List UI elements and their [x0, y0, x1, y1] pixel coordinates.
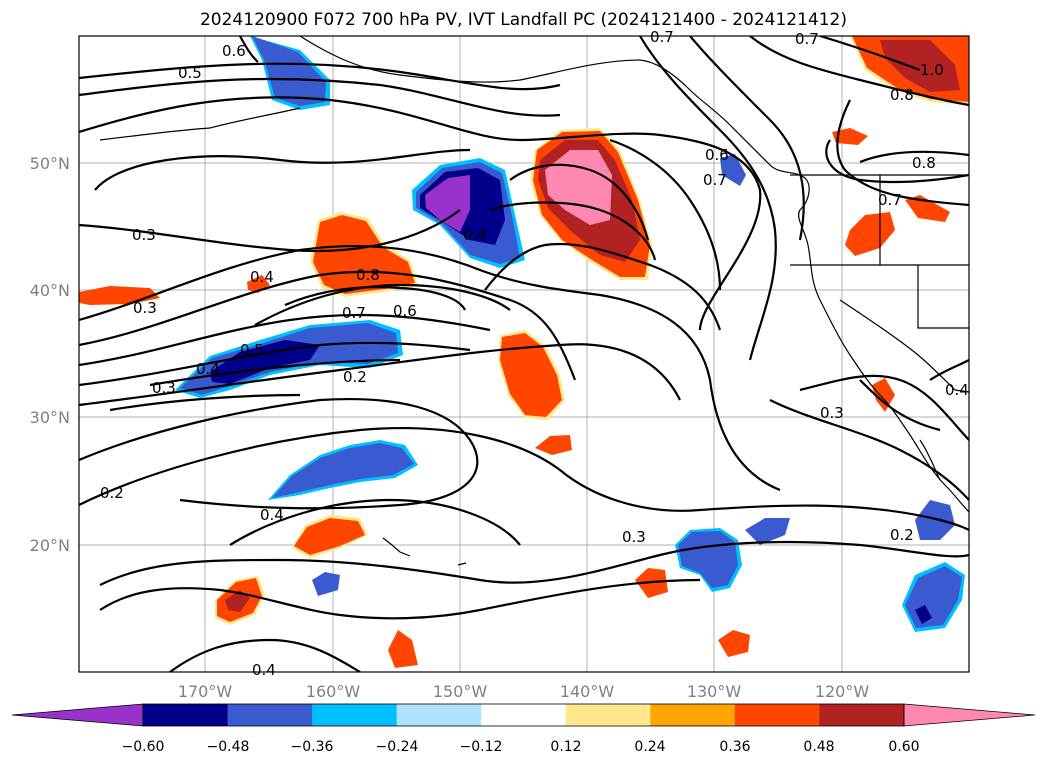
contour-label: 0.7: [650, 28, 674, 46]
lon-label: 160°W: [306, 682, 361, 701]
contour-label: 0.3: [152, 379, 176, 397]
colorbar-tick-label: 0.12: [550, 739, 581, 755]
plot-frame: [78, 35, 970, 673]
contour-label: 0.2: [343, 368, 367, 386]
contour-label: 0.7: [342, 304, 366, 322]
contour-label: 0.3: [133, 299, 157, 317]
colorbar-tick-label: 0.60: [888, 739, 919, 755]
contour-labels: 0.6 0.5 0.3 0.4 0.3 0.8 0.7 0.6 0.5 0.4 …: [100, 28, 969, 679]
contour-label: 0.2: [890, 526, 914, 544]
colorbar-tick-label: −0.36: [291, 739, 334, 755]
colorbar-segment: [312, 704, 398, 726]
lat-label: 20°N: [30, 536, 70, 555]
colorbar-tick-label: 0.48: [803, 739, 834, 755]
longitude-labels: 170°W 160°W 150°W 140°W 130°W 120°W: [178, 682, 870, 701]
colorbar-ticks: −0.60 −0.48 −0.36 −0.24 −0.12 0.12 0.24 …: [122, 739, 920, 755]
colorbar-tick-label: 0.24: [634, 739, 665, 755]
contour-label: 0.3: [820, 404, 844, 422]
colorbar-tick-label: 0.36: [719, 739, 750, 755]
lon-label: 120°W: [815, 682, 870, 701]
latitude-labels: 50°N 40°N 30°N 20°N: [30, 154, 70, 555]
colorbar-segment: [734, 704, 820, 726]
contour-label: 0.8: [356, 266, 380, 284]
colorbar: [11, 703, 1036, 727]
contour-label: 0.4: [250, 268, 274, 286]
colorbar-tick-label: −0.12: [460, 739, 503, 755]
lon-label: 130°W: [687, 682, 742, 701]
gridlines: [79, 36, 969, 672]
contour-label: 0.4: [260, 506, 284, 524]
colorbar-segment: [227, 704, 313, 726]
coastlines: [99, 36, 969, 566]
contour-label: 0.8: [890, 86, 914, 104]
pv-contours: [79, 36, 969, 672]
lon-label: 170°W: [178, 682, 233, 701]
contour-label: 0.7: [795, 30, 819, 48]
colorbar-extend-max: [903, 703, 1036, 727]
contour-label: 0.5: [178, 64, 202, 82]
lat-label: 50°N: [30, 154, 70, 173]
colorbar-segment: [481, 704, 567, 726]
lon-label: 150°W: [433, 682, 488, 701]
colorbar-segment: [650, 704, 736, 726]
contour-label: 0.4: [252, 661, 276, 679]
map-plot-area: [79, 36, 969, 672]
contour-label: 0.4: [945, 381, 969, 399]
contour-label: 0.4: [196, 360, 220, 378]
contour-label: 0.3: [132, 226, 156, 244]
colorbar-segment: [143, 704, 229, 726]
colorbar-tick-label: −0.24: [376, 739, 419, 755]
lon-label: 140°W: [560, 682, 615, 701]
contour-label: 0.6: [222, 42, 246, 60]
contour-label: 0.2: [100, 484, 124, 502]
contour-label: 0.8: [912, 154, 936, 172]
lat-label: 30°N: [30, 408, 70, 427]
contour-label: 0.3: [622, 528, 646, 546]
colorbar-tick-label: −0.48: [207, 739, 250, 755]
colorbar-segment: [396, 704, 482, 726]
colorbar-frame: [142, 703, 905, 727]
filled-anomalies: [79, 36, 969, 668]
colorbar-segment: [819, 704, 905, 726]
contour-label: 0.6: [705, 146, 729, 164]
map-title: 2024120900 F072 700 hPa PV, IVT Landfall…: [199, 10, 847, 30]
contour-label: 0.7: [703, 171, 727, 189]
contour-label: 0.4: [463, 226, 487, 244]
contour-label: 0.5: [240, 341, 264, 359]
contour-label: 1.0: [920, 61, 944, 79]
contour-label: 0.7: [878, 191, 902, 209]
colorbar-extend-min: [11, 703, 144, 727]
colorbar-segment: [565, 704, 651, 726]
lat-label: 40°N: [30, 281, 70, 300]
contour-label: 0.6: [393, 302, 417, 320]
colorbar-tick-label: −0.60: [122, 739, 165, 755]
